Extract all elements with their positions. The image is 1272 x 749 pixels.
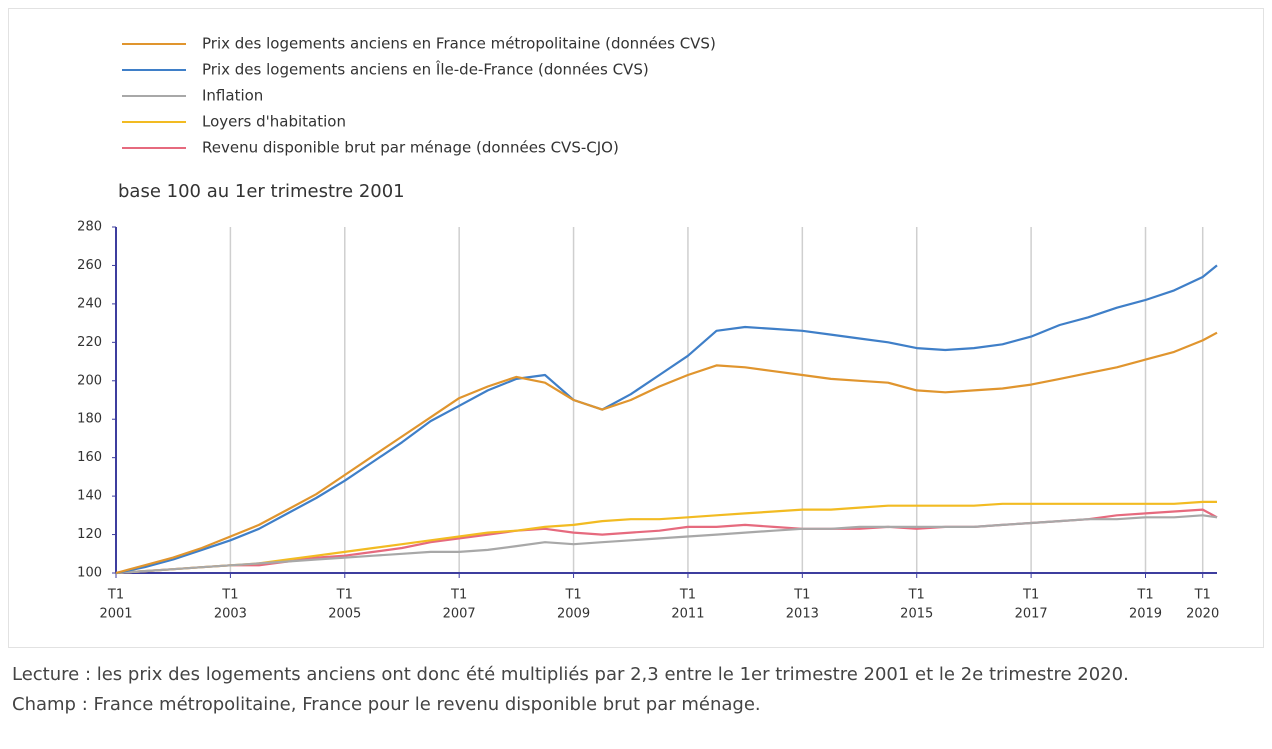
y-tick-label: 220 — [77, 335, 102, 350]
y-tick-label: 140 — [77, 489, 102, 504]
y-tick-label: 160 — [77, 450, 102, 465]
y-tick-label: 100 — [77, 566, 102, 581]
notes: Lecture : les prix des logements anciens… — [12, 660, 1262, 720]
series-line — [115, 264, 1218, 575]
legend-label: Prix des logements anciens en Île-de-Fra… — [202, 60, 649, 79]
x-tick-label: T1 — [450, 588, 467, 603]
x-tick-label: T1 — [908, 588, 925, 603]
x-tick-label: 2001 — [99, 607, 132, 622]
y-tick-label: 240 — [77, 296, 102, 311]
y-tick-label: 260 — [77, 258, 102, 273]
legend-label: Inflation — [202, 87, 263, 105]
subtitle: base 100 au 1er trimestre 2001 — [118, 181, 405, 202]
x-tick-label: T1 — [107, 588, 124, 603]
y-tick-label: 180 — [77, 412, 102, 427]
series-line — [115, 514, 1218, 575]
x-tick-label: T1 — [1194, 588, 1211, 603]
series-line — [115, 331, 1218, 575]
x-tick-label: 2015 — [900, 607, 933, 622]
x-tick-label: T1 — [564, 588, 581, 603]
x-tick-label: 2007 — [443, 607, 476, 622]
x-tick-label: 2009 — [557, 607, 590, 622]
chart: base 100 au 1er trimestre 2001 Prix des … — [77, 35, 1219, 622]
x-tick-label: T1 — [793, 588, 810, 603]
x-tick-label: 2011 — [671, 607, 704, 622]
x-tick-label: 2020 — [1186, 607, 1219, 622]
chart-frame — [8, 8, 1264, 648]
x-tick-label: T1 — [336, 588, 353, 603]
legend-label: Revenu disponible brut par ménage (donné… — [202, 139, 619, 157]
x-tick-label: 2005 — [328, 607, 361, 622]
x-tick-label: 2003 — [214, 607, 247, 622]
x-tick-label: 2013 — [786, 607, 819, 622]
note: Lecture : les prix des logements anciens… — [12, 664, 1129, 685]
x-tick-label: T1 — [1022, 588, 1039, 603]
x-tick-label: 2019 — [1129, 607, 1162, 622]
x-tick-label: T1 — [679, 588, 696, 603]
series-line — [115, 500, 1217, 575]
x-tick-label: T1 — [1136, 588, 1153, 603]
y-tick-label: 120 — [77, 527, 102, 542]
note: Champ : France métropolitaine, France po… — [12, 694, 761, 715]
x-tick-label: 2017 — [1015, 607, 1048, 622]
x-tick-label: T1 — [221, 588, 238, 603]
legend-label: Prix des logements anciens en France mét… — [202, 35, 716, 53]
y-tick-label: 280 — [77, 220, 102, 235]
legend-label: Loyers d'habitation — [202, 113, 346, 131]
y-tick-label: 200 — [77, 373, 102, 388]
